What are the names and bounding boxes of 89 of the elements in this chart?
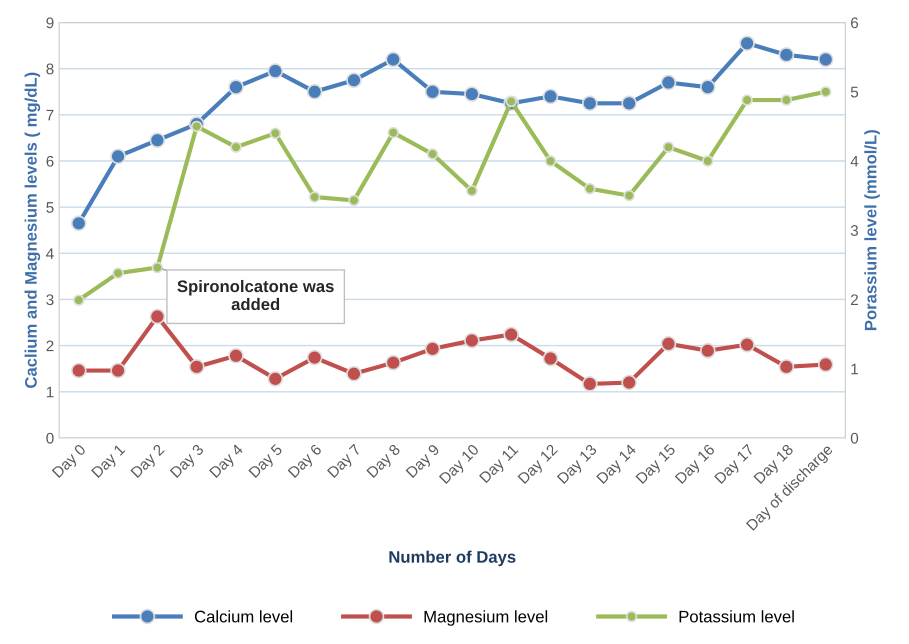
- y-tick-label: 7: [46, 110, 54, 120]
- point: [820, 86, 832, 98]
- point: [660, 74, 676, 90]
- point: [582, 96, 598, 112]
- point: [623, 190, 635, 202]
- point: [582, 376, 598, 392]
- x-tick-label: Day 4: [209, 443, 246, 480]
- point: [230, 141, 242, 153]
- legend-label: Potassium level: [680, 610, 794, 622]
- point: [424, 84, 440, 100]
- legend-label: Calcium level: [194, 610, 292, 622]
- x-tick-label: Day 2: [130, 444, 167, 480]
- point: [466, 185, 478, 196]
- point: [268, 63, 284, 79]
- point: [70, 362, 87, 378]
- point: [73, 294, 84, 306]
- point: [268, 371, 284, 387]
- y-tick-label: 8: [46, 64, 54, 74]
- y-tick-label: 1: [46, 386, 54, 398]
- x-tick-label: Day 6: [288, 444, 324, 480]
- point: [584, 182, 596, 194]
- point: [739, 36, 755, 52]
- y-tick-label: 9: [46, 17, 54, 28]
- point: [188, 359, 204, 375]
- legend-label: Magnesium level: [424, 610, 548, 626]
- point: [702, 155, 714, 167]
- point: [621, 96, 637, 112]
- point: [306, 84, 322, 100]
- point: [150, 308, 166, 324]
- point: [270, 128, 282, 140]
- x-tick-label: Day 3: [170, 444, 206, 480]
- point: [70, 216, 87, 232]
- point: [385, 354, 402, 370]
- point: [385, 52, 402, 68]
- point: [152, 262, 164, 274]
- x-tick-label: Day 8: [366, 444, 403, 480]
- point: [778, 47, 794, 63]
- point: [464, 332, 480, 348]
- y-tick-label: 6: [46, 156, 54, 167]
- point: [741, 94, 753, 106]
- point: [818, 52, 834, 68]
- point: [346, 366, 362, 382]
- point: [780, 94, 792, 106]
- y-axis-title: Caclium and Magnesium levels ( mg/dL): [24, 72, 40, 388]
- point: [542, 88, 558, 104]
- point: [662, 141, 674, 153]
- y2-tick-label: 3: [850, 225, 858, 236]
- point: [739, 336, 755, 352]
- point: [348, 194, 360, 206]
- point: [110, 362, 126, 378]
- y2-tick-label: 5: [850, 86, 858, 98]
- point: [818, 356, 834, 372]
- point: [110, 148, 126, 164]
- x-tick-label: Day 0: [52, 443, 88, 480]
- point: [150, 132, 166, 148]
- point: [346, 72, 362, 88]
- x-tick-label: Day 7: [327, 444, 364, 480]
- y2-tick-label: 0: [850, 432, 858, 444]
- point: [306, 350, 322, 366]
- y2-tick-label: 2: [851, 294, 858, 305]
- point: [308, 191, 320, 203]
- point: [112, 267, 124, 279]
- x-tick-label: Day 5: [248, 444, 285, 480]
- y-tick-label: 4: [46, 248, 54, 259]
- x-tick-label: Day 1: [91, 444, 128, 480]
- point: [778, 359, 794, 375]
- point: [544, 155, 556, 167]
- point: [388, 126, 399, 138]
- y2-axis-title: Porassium level (mmol/L): [864, 130, 880, 330]
- point: [424, 341, 440, 357]
- y2-tick-label: 4: [850, 156, 858, 167]
- y-tick-label: 3: [46, 294, 54, 306]
- y2-tick-label: 1: [851, 364, 858, 374]
- point: [228, 79, 244, 95]
- y-tick-label: 2: [46, 340, 54, 352]
- point: [228, 348, 244, 364]
- point: [503, 326, 519, 342]
- y-tick-label: 0: [46, 432, 54, 444]
- y-tick-label: 5: [46, 202, 54, 213]
- point: [660, 336, 676, 352]
- point: [426, 148, 438, 160]
- point: [464, 86, 480, 102]
- x-axis-title: Number of Days: [389, 550, 516, 566]
- point: [542, 350, 558, 366]
- y2-tick-label: 6: [851, 17, 858, 28]
- point: [700, 342, 716, 358]
- point: [700, 79, 716, 95]
- point: [621, 374, 637, 390]
- annotation: Spironolcatone was added: [177, 280, 334, 310]
